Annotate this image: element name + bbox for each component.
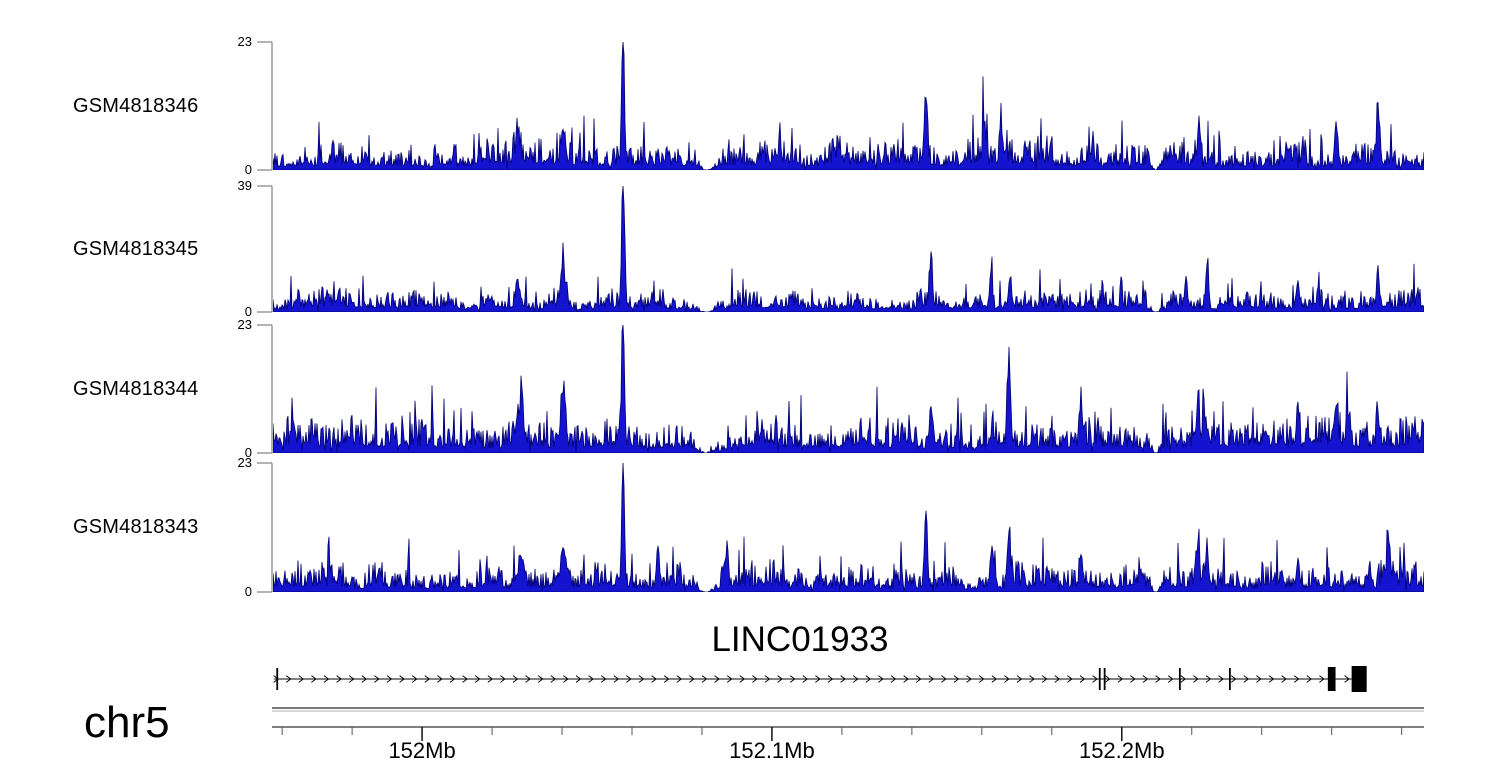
coverage-signal-path xyxy=(273,186,1424,312)
track-y-axis xyxy=(257,324,273,454)
track-sample-label: GSM4818344 xyxy=(73,377,199,400)
track-ymax-label: 23 xyxy=(237,34,252,49)
coordinate-ruler xyxy=(272,726,1424,741)
track-y-axis xyxy=(257,41,273,171)
track-signal-area xyxy=(273,42,1424,170)
track-signal-area xyxy=(273,325,1424,453)
exon-box xyxy=(1351,666,1367,692)
track-signal-area xyxy=(273,186,1424,312)
ruler-major-label: 152Mb xyxy=(388,738,456,763)
track-sample-label: GSM4818346 xyxy=(73,94,199,117)
track-yzero-label: 0 xyxy=(244,584,252,599)
gene-name-label: LINC01933 xyxy=(711,620,889,659)
track-yzero-label: 0 xyxy=(244,445,252,460)
track-signal-area xyxy=(273,463,1424,592)
coverage-signal-path xyxy=(273,325,1424,453)
chromosome-label: chr5 xyxy=(84,698,170,747)
track-sample-label: GSM4818343 xyxy=(73,516,199,538)
gene-model xyxy=(273,666,1367,692)
track-y-axis xyxy=(257,185,273,313)
track-sample-label: GSM4818345 xyxy=(73,237,199,260)
coverage-signal-path xyxy=(273,42,1424,170)
track-ymax-label: 39 xyxy=(237,178,252,193)
ruler-major-label: 152.2Mb xyxy=(1078,738,1165,763)
track-yzero-label: 0 xyxy=(244,304,252,319)
track-y-axis xyxy=(257,462,273,593)
chromosome-line xyxy=(272,707,1424,712)
ruler-major-label: 152.1Mb xyxy=(729,738,815,763)
coverage-signal-path xyxy=(273,463,1424,592)
track-yzero-label: 0 xyxy=(244,162,252,177)
track-ymax-label: 23 xyxy=(237,317,252,332)
track-ymax-label: 23 xyxy=(237,455,252,470)
exon-box xyxy=(1327,667,1336,691)
